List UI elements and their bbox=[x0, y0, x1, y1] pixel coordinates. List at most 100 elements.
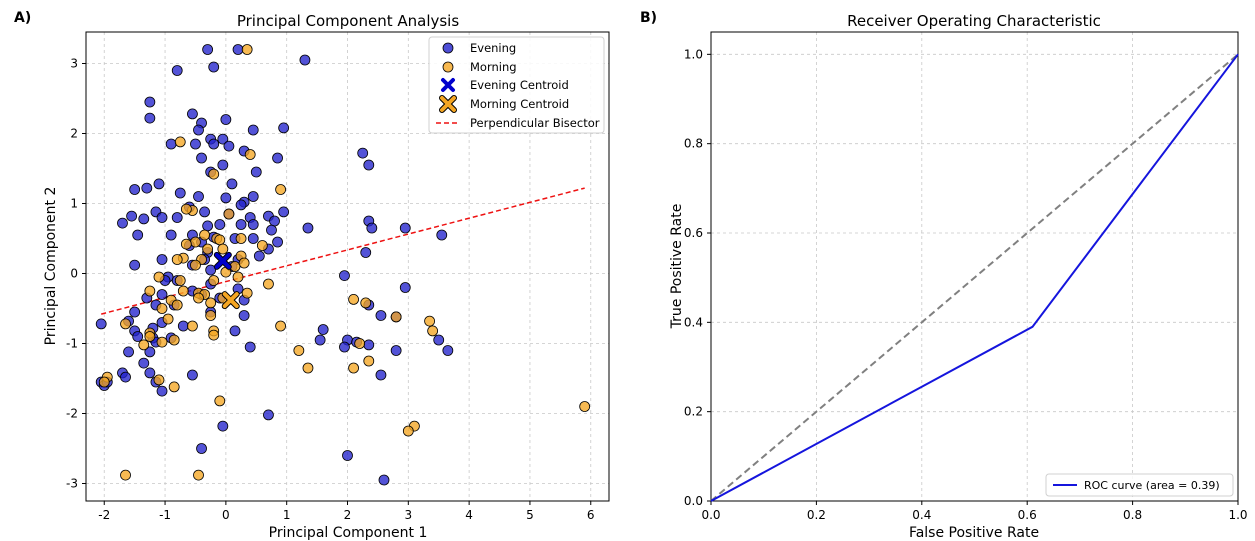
evening-point bbox=[171, 212, 183, 223]
morning-point bbox=[174, 136, 186, 148]
morning-point bbox=[193, 469, 204, 481]
morning-point bbox=[162, 313, 174, 325]
evening-point bbox=[220, 114, 232, 125]
roc-legend-box bbox=[1045, 473, 1234, 497]
morning-point bbox=[208, 168, 220, 180]
evening-point bbox=[247, 191, 259, 202]
evening-point bbox=[278, 122, 290, 134]
evening-point bbox=[302, 222, 314, 234]
legend-evening-label: Evening bbox=[470, 41, 516, 55]
evening-point bbox=[196, 152, 207, 164]
morning-point bbox=[275, 320, 287, 332]
bisector-line bbox=[101, 187, 585, 315]
evening-point bbox=[144, 367, 156, 379]
pca-centroids bbox=[213, 251, 240, 310]
roc-chart: B) Receiver Operating Characteristic 0.0… bbox=[640, 10, 1248, 541]
evening-point bbox=[174, 187, 186, 199]
pca-xtick-label: 3 bbox=[404, 508, 412, 522]
evening-point bbox=[278, 206, 290, 218]
pca-ytick-label: 2 bbox=[70, 127, 78, 141]
evening-point bbox=[244, 341, 256, 353]
morning-point bbox=[190, 259, 201, 271]
evening-point bbox=[165, 229, 177, 241]
morning-point bbox=[205, 310, 217, 321]
evening-point bbox=[360, 247, 372, 258]
morning-point bbox=[208, 329, 220, 341]
morning-point bbox=[205, 297, 217, 309]
morning-point bbox=[363, 355, 375, 367]
pca-ytick-label: -1 bbox=[66, 337, 78, 351]
evening-point bbox=[132, 229, 144, 241]
morning-point bbox=[171, 299, 183, 311]
evening-point bbox=[165, 138, 177, 150]
pca-xtick-label: 6 bbox=[587, 508, 595, 522]
evening-point bbox=[217, 133, 229, 145]
morning-point bbox=[427, 325, 439, 337]
legend-bisector-label: Perpendicular Bisector bbox=[470, 116, 600, 130]
pca-xtick-label: 2 bbox=[344, 508, 352, 522]
roc-ytick-label: 0.2 bbox=[684, 405, 703, 419]
evening-point bbox=[253, 250, 265, 262]
pca-xtick-label: 1 bbox=[283, 508, 291, 522]
roc-grid bbox=[710, 32, 1239, 502]
evening-point bbox=[390, 345, 402, 356]
panel-b-letter: B) bbox=[640, 10, 657, 26]
evening-point bbox=[375, 369, 387, 381]
morning-point bbox=[156, 336, 168, 348]
roc-ytick-label: 0.0 bbox=[684, 494, 703, 508]
roc-diagonal-line bbox=[710, 53, 1239, 502]
pca-chart: A) Principal Component Analysis -2 -1 0 1 2 3… bbox=[14, 10, 610, 541]
evening-point bbox=[156, 254, 168, 265]
pca-ticks: -2 -1 0 1 2 3 4 5 6 -3 -2 -1 0 1 2 3 bbox=[66, 57, 595, 523]
morning-point bbox=[214, 234, 226, 246]
evening-point bbox=[205, 264, 217, 276]
pca-ytick-label: 0 bbox=[70, 267, 78, 281]
morning-point bbox=[238, 257, 250, 269]
evening-point bbox=[199, 206, 210, 218]
morning-point bbox=[214, 395, 226, 407]
roc-title: Receiver Operating Characteristic bbox=[847, 12, 1101, 30]
morning-point bbox=[390, 311, 402, 323]
morning-point bbox=[144, 285, 156, 297]
evening-point bbox=[144, 346, 156, 358]
evening-point bbox=[187, 108, 198, 120]
evening-point bbox=[378, 474, 390, 486]
evening-point bbox=[187, 369, 198, 381]
roc-curve-line bbox=[710, 53, 1239, 502]
morning-point bbox=[424, 315, 435, 327]
pca-points bbox=[95, 44, 591, 486]
evening-point bbox=[314, 334, 326, 346]
roc-ytick-label: 0.8 bbox=[684, 137, 703, 151]
morning-point bbox=[120, 318, 131, 330]
morning-point bbox=[177, 285, 189, 297]
roc-xtick-label: 0.6 bbox=[1018, 508, 1037, 522]
evening-point bbox=[138, 357, 150, 369]
morning-point bbox=[217, 243, 229, 255]
morning-centroid bbox=[222, 292, 239, 309]
morning-point bbox=[244, 149, 256, 160]
panel-a-letter: A) bbox=[14, 10, 31, 26]
pca-title: Principal Component Analysis bbox=[237, 12, 460, 30]
morning-point bbox=[180, 238, 192, 250]
evening-point bbox=[247, 233, 259, 244]
evening-point bbox=[357, 147, 369, 159]
evening-point bbox=[129, 259, 141, 271]
evening-point bbox=[193, 191, 204, 202]
evening-point bbox=[156, 212, 168, 223]
pca-ylabel: Principal Component 2 bbox=[43, 187, 59, 346]
evening-point bbox=[269, 215, 280, 227]
morning-point bbox=[348, 293, 359, 305]
morning-point bbox=[202, 243, 214, 255]
evening-point bbox=[366, 222, 378, 234]
evening-point bbox=[202, 220, 214, 232]
roc-xtick-label: 0.0 bbox=[701, 508, 720, 522]
morning-point bbox=[293, 345, 305, 356]
roc-lines bbox=[710, 53, 1239, 502]
evening-point bbox=[141, 182, 153, 194]
evening-point bbox=[442, 345, 454, 356]
roc-xtick-label: 0.8 bbox=[1123, 508, 1142, 522]
evening-point bbox=[123, 346, 134, 358]
morning-point bbox=[235, 233, 247, 244]
evening-point bbox=[202, 44, 214, 55]
evening-point bbox=[208, 61, 220, 73]
